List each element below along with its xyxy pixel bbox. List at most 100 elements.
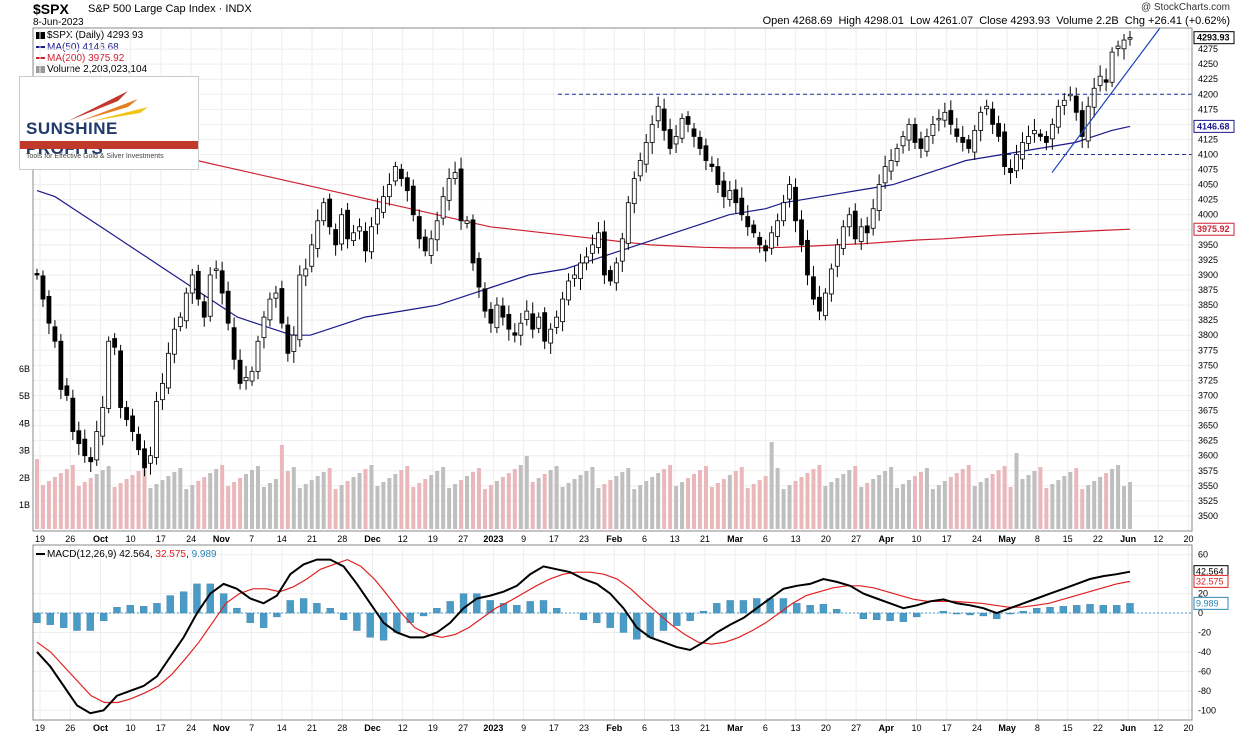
volume-bar	[948, 477, 953, 529]
date-tick-label: 15	[1063, 534, 1073, 544]
candle-body	[124, 407, 129, 420]
candle-body	[363, 230, 368, 252]
candle-body	[398, 168, 404, 179]
candle-body	[822, 292, 828, 317]
legend-ma50-label: MA(50) 4146.68	[47, 42, 119, 53]
volume-bar	[745, 488, 750, 529]
volume-bar	[285, 471, 290, 529]
histogram-bar	[779, 598, 788, 614]
candle-body	[602, 231, 607, 276]
volume-bar	[996, 470, 1001, 529]
volume-bar	[817, 465, 822, 529]
histogram-bar	[366, 612, 374, 638]
hist-value-label: 9.989	[1196, 598, 1219, 608]
candle-body	[649, 123, 655, 143]
histogram-bar	[873, 612, 881, 621]
candle-body	[1127, 37, 1133, 40]
candle-body	[446, 178, 452, 201]
candle-body	[357, 226, 362, 232]
date-tick-label: 7	[249, 723, 254, 733]
volume-bar	[805, 473, 810, 529]
histogram-bar	[1073, 605, 1081, 614]
histogram-bar	[1086, 604, 1094, 614]
candle-body	[936, 117, 942, 121]
histogram-bar	[526, 601, 534, 614]
candle-body	[189, 274, 195, 294]
volume-bar	[76, 486, 81, 529]
date-axis-macd: 19 26 Oct 10 17 24 Nov 7 14 21 28 Dec 12 19 27 2023 9 17 2…	[35, 723, 1194, 733]
candle-body	[858, 226, 864, 242]
volume-bar	[1092, 481, 1097, 529]
candle-body	[596, 232, 601, 248]
date-tick-label: 21	[307, 723, 317, 733]
histogram-bar	[686, 612, 694, 621]
candle-body	[554, 316, 560, 328]
date-tick-label: Apr	[879, 723, 895, 733]
candle-body	[88, 457, 94, 463]
date-tick-label: 9	[521, 723, 526, 733]
candle-body	[566, 280, 571, 301]
histogram-bar	[833, 609, 841, 614]
volume-bar	[632, 489, 637, 529]
date-tick-label: 28	[337, 534, 347, 544]
candle-body	[942, 111, 948, 121]
candle-body	[679, 117, 685, 139]
price-tick-label: 3800	[1198, 330, 1218, 340]
histogram-bar	[579, 612, 588, 621]
volume-bar	[853, 466, 858, 529]
date-tick-label: 17	[156, 723, 166, 733]
volume-bar	[918, 472, 923, 529]
candle-body	[840, 226, 846, 249]
price-tick-label: 4100	[1198, 150, 1218, 160]
volume-bar	[381, 482, 386, 529]
volume-bar	[626, 468, 631, 529]
macd-legend-value: 42.564	[119, 549, 150, 560]
volume-bar	[841, 474, 846, 529]
volume-bar	[393, 474, 398, 529]
histogram-bar	[46, 612, 54, 625]
candle-body	[542, 312, 548, 342]
volume-bar	[1128, 482, 1132, 529]
candle-body	[177, 316, 183, 327]
candle-body	[279, 288, 285, 324]
candle-body	[1038, 133, 1043, 137]
price-tick-label: 3700	[1198, 390, 1218, 400]
candle-body	[183, 292, 189, 322]
candle-body	[386, 184, 392, 198]
date-tick-label: 20	[1184, 534, 1194, 544]
legend-ma200-label: MA(200) 3975.92	[47, 53, 125, 64]
volume-bar	[835, 478, 840, 529]
histogram-bar	[326, 608, 334, 614]
histogram-bar	[1019, 610, 1028, 614]
volume-bar	[345, 481, 350, 529]
ticker-symbol: $SPX	[33, 1, 69, 17]
candle-body	[309, 244, 315, 267]
candle-body	[1097, 75, 1103, 86]
candle-body	[900, 136, 906, 147]
chg-label: Chg	[1124, 15, 1145, 27]
volume-bar	[471, 472, 476, 529]
volume-tick-label: 4B	[19, 418, 30, 428]
candle-body	[154, 401, 159, 458]
candle-body	[106, 340, 112, 409]
candle-body	[237, 359, 243, 384]
price-tick-label: 3950	[1198, 240, 1218, 250]
candle-body	[285, 324, 291, 354]
volume-bar	[859, 487, 864, 529]
histogram-bar	[406, 612, 414, 623]
price-tick-label: 4225	[1198, 74, 1218, 84]
candle-body	[1115, 45, 1121, 49]
volume-bar	[721, 479, 726, 529]
volume-bar	[560, 487, 565, 529]
date-tick-label: 13	[670, 534, 680, 544]
candle-body	[512, 332, 518, 336]
volume-bar	[70, 465, 75, 529]
macd-tick-label: -100	[1198, 705, 1216, 715]
date-tick-label: 23	[579, 534, 589, 544]
candle-body	[339, 214, 345, 245]
candle-body	[590, 244, 595, 254]
macd-legend: MACD(12,26,9) 42.564, 32.575, 9.989	[36, 549, 217, 560]
candle-body	[94, 431, 100, 461]
volume-tick-label: 2B	[19, 473, 30, 483]
volume-bar	[942, 481, 947, 529]
